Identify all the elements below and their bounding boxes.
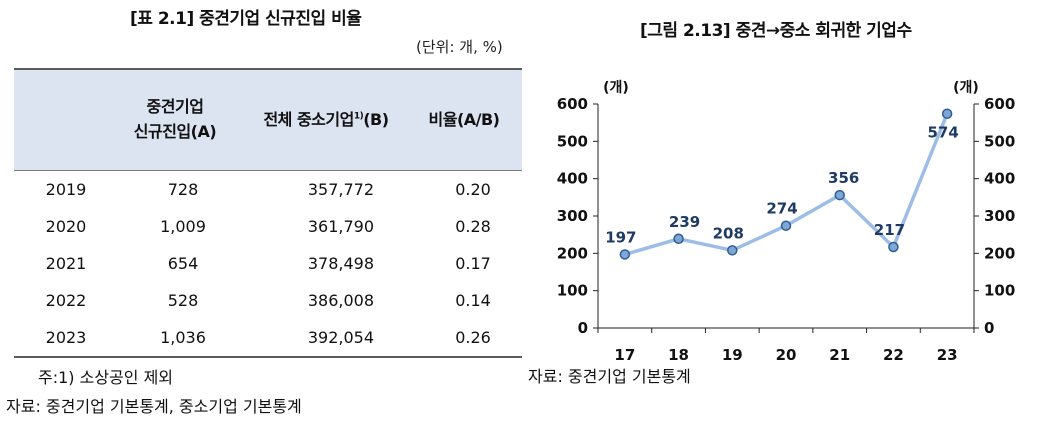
cell-new-entry: 528 bbox=[167, 291, 199, 310]
data-point bbox=[941, 108, 953, 119]
line-chart: 0 0 100 100 200 200 300 300 400 400 500 500 600 600 17… bbox=[557, 80, 1016, 364]
x-tick-label: 23 bbox=[937, 346, 958, 364]
data-point bbox=[780, 220, 792, 231]
header-new-entry: 중견기업 신규진입(A) bbox=[118, 68, 226, 171]
table-title: [표 2.1] 중견기업 신규진입 비율 bbox=[130, 9, 362, 29]
y-axis-unit-left: (개) bbox=[603, 80, 629, 96]
y-tick-label-right: 200 bbox=[984, 244, 1015, 262]
data-point bbox=[888, 241, 899, 253]
x-tick-label: 19 bbox=[722, 346, 743, 364]
cell-total-sme: 378,498 bbox=[307, 254, 374, 273]
new-entry-table: 중견기업 신규진입(A) 전체 중소기업1)(B) 비율(A/B) 2019 7… bbox=[14, 68, 522, 358]
x-tick-label: 22 bbox=[883, 346, 904, 364]
table-row: 2020 1,009 361,790 0.28 bbox=[14, 208, 522, 245]
table-unit: (단위: 개, %) bbox=[416, 38, 503, 56]
header-new-entry-line1: 중견기업 bbox=[146, 97, 204, 117]
chart-source: 자료: 중견기업 기본통계 bbox=[528, 367, 691, 386]
data-point bbox=[673, 233, 684, 245]
cell-new-entry: 1,036 bbox=[118, 319, 226, 358]
y-tick-label-right: 100 bbox=[984, 282, 1015, 300]
y-tick-label-right: 600 bbox=[984, 95, 1015, 113]
header-ratio: 비율(A/B) bbox=[406, 68, 522, 171]
data-point bbox=[619, 249, 631, 260]
data-label: 197 bbox=[605, 228, 636, 246]
x-tick-label: 17 bbox=[614, 346, 635, 364]
cell-new-entry: 1,009 bbox=[160, 217, 206, 236]
cell-new-entry: 654 bbox=[167, 254, 199, 273]
y-tick-label-right: 500 bbox=[984, 132, 1015, 150]
cell-ratio: 0.28 bbox=[455, 217, 491, 236]
table-row: 2019 728 357,772 0.20 bbox=[14, 171, 522, 209]
chart-title: [그림 2.13] 중견→중소 회귀한 기업수 bbox=[640, 21, 912, 41]
y-tick-label-left: 0 bbox=[578, 319, 588, 337]
cell-year: 2020 bbox=[45, 217, 87, 236]
cell-year: 2019 bbox=[45, 180, 87, 199]
cell-year: 2023 bbox=[14, 319, 118, 358]
cell-year: 2022 bbox=[45, 291, 87, 310]
data-label: 239 bbox=[669, 213, 700, 231]
table-row: 2022 528 386,008 0.14 bbox=[14, 282, 522, 319]
cell-ratio: 0.26 bbox=[406, 319, 522, 358]
data-label: 217 bbox=[874, 221, 905, 239]
y-tick-label-left: 300 bbox=[557, 207, 588, 225]
y-axis-unit-right: (개) bbox=[953, 80, 979, 96]
data-point bbox=[727, 245, 738, 256]
x-tick-label: 18 bbox=[668, 346, 689, 364]
data-point bbox=[834, 189, 845, 201]
header-total-sme-footnote: 1) bbox=[353, 111, 364, 122]
cell-ratio: 0.17 bbox=[455, 254, 491, 273]
header-new-entry-line2: 신규진입(A) bbox=[133, 122, 217, 141]
table-row: 2023 1,036 392,054 0.26 bbox=[14, 319, 522, 358]
cell-total-sme: 386,008 bbox=[307, 291, 374, 310]
table-footnote: 주:1) 소상공인 제외 bbox=[38, 368, 174, 387]
data-label: 208 bbox=[713, 224, 744, 242]
x-tick-label: 20 bbox=[776, 346, 797, 364]
table-header-row: 중견기업 신규진입(A) 전체 중소기업1)(B) 비율(A/B) bbox=[14, 68, 522, 171]
header-total-sme-label: 전체 중소기업 bbox=[263, 109, 354, 129]
table-row: 2021 654 378,498 0.17 bbox=[14, 245, 522, 282]
cell-new-entry: 728 bbox=[167, 180, 199, 199]
y-tick-label-left: 100 bbox=[557, 282, 588, 300]
header-year bbox=[14, 68, 118, 171]
cell-total-sme: 357,772 bbox=[307, 180, 374, 199]
data-label: 574 bbox=[927, 124, 958, 142]
y-tick-label-right: 0 bbox=[984, 319, 994, 337]
header-total-sme-suffix: (B) bbox=[363, 109, 389, 129]
data-label: 356 bbox=[828, 169, 859, 187]
header-total-sme: 전체 중소기업1)(B) bbox=[226, 68, 406, 171]
cell-ratio: 0.14 bbox=[455, 291, 491, 310]
x-tick-label: 21 bbox=[829, 346, 850, 364]
y-tick-label-right: 400 bbox=[984, 170, 1015, 188]
cell-total-sme: 392,054 bbox=[226, 319, 406, 358]
table-source: 자료: 중견기업 기본통계, 중소기업 기본통계 bbox=[6, 397, 302, 416]
y-tick-label-left: 400 bbox=[557, 170, 588, 188]
y-tick-label-right: 300 bbox=[984, 207, 1015, 225]
cell-ratio: 0.20 bbox=[455, 180, 491, 199]
y-tick-label-left: 500 bbox=[557, 132, 588, 150]
cell-total-sme: 361,790 bbox=[307, 217, 374, 236]
cell-year: 2021 bbox=[45, 254, 87, 273]
data-label: 274 bbox=[766, 200, 797, 218]
y-tick-label-left: 600 bbox=[557, 95, 588, 113]
y-tick-label-left: 200 bbox=[557, 244, 588, 262]
